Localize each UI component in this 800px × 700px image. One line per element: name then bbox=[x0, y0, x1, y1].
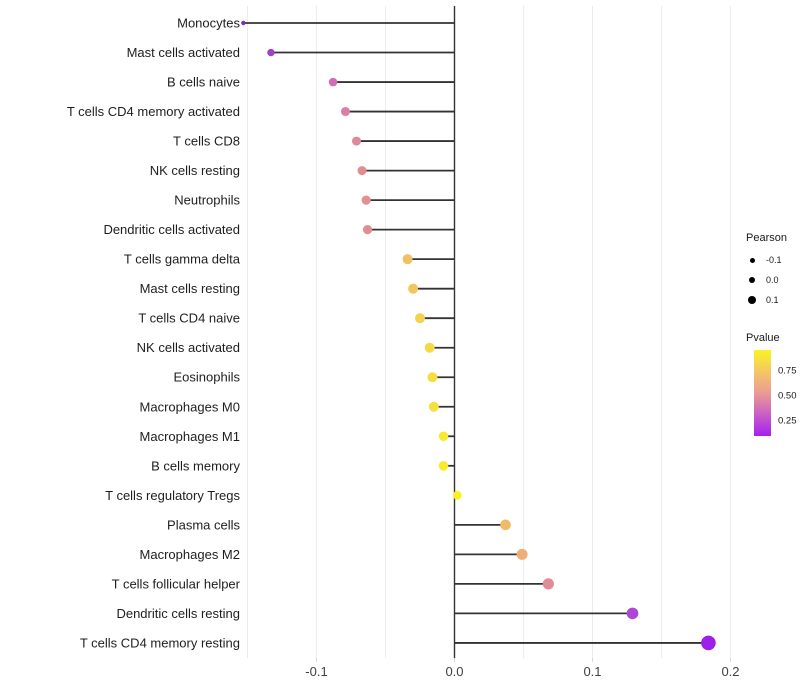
lollipop-dot bbox=[352, 136, 362, 146]
y-axis-label: Dendritic cells resting bbox=[116, 606, 240, 621]
lollipop-dot bbox=[408, 283, 419, 294]
pearson-legend-dot-icon bbox=[748, 276, 756, 284]
x-axis-tick-label: 0.1 bbox=[583, 664, 601, 679]
pearson-legend-dot-icon bbox=[748, 296, 756, 304]
pearson-legend-dot-icon bbox=[749, 257, 755, 263]
lollipop-dot bbox=[415, 313, 425, 324]
lollipop-dot bbox=[402, 254, 413, 265]
lollipop-dot bbox=[428, 401, 439, 412]
y-axis-label: T cells follicular helper bbox=[112, 576, 241, 591]
x-axis-tick-label: 0.0 bbox=[445, 664, 463, 679]
pearson-legend-item-label: 0.1 bbox=[766, 295, 779, 305]
pearson-legend-dot-wrap bbox=[744, 276, 760, 284]
y-axis-label: Monocytes bbox=[177, 16, 240, 31]
lollipop-dot bbox=[241, 20, 246, 26]
pearson-legend-item-label: 0.0 bbox=[766, 275, 779, 285]
y-axis-label: Dendritic cells activated bbox=[103, 222, 240, 237]
lollipop-dot bbox=[438, 431, 449, 442]
y-axis-label: B cells memory bbox=[151, 458, 240, 473]
pearson-legend-dot-wrap bbox=[744, 296, 760, 304]
y-axis-label: Eosinophils bbox=[174, 370, 241, 385]
y-axis-label: NK cells resting bbox=[150, 163, 240, 178]
lollipop-dot bbox=[340, 107, 350, 117]
y-axis-label: T cells gamma delta bbox=[124, 252, 241, 267]
lollipop-dot bbox=[361, 195, 371, 205]
y-axis-label: Mast cells activated bbox=[127, 45, 240, 60]
y-axis-label: Macrophages M2 bbox=[140, 547, 240, 562]
y-axis-label: T cells regulatory Tregs bbox=[105, 488, 240, 503]
lollipop-dot bbox=[516, 548, 528, 560]
y-axis-label: B cells naive bbox=[167, 75, 240, 90]
pvalue-legend-tick-label: 0.75 bbox=[778, 365, 797, 377]
legend: Pearson -0.1 0.0 0.1 Pvalue 0.75 0.50 0.25 bbox=[744, 232, 800, 438]
lollipop-dot bbox=[500, 519, 511, 531]
pearson-legend-item: -0.1 bbox=[744, 250, 800, 270]
lollipop-dot bbox=[542, 578, 554, 590]
pearson-legend-title: Pearson bbox=[746, 232, 787, 244]
y-axis-label: T cells CD4 memory activated bbox=[67, 104, 240, 119]
lollipop-dot bbox=[362, 225, 373, 235]
y-axis-label: Neutrophils bbox=[174, 193, 240, 208]
y-axis-label: Plasma cells bbox=[167, 517, 240, 532]
lollipop-dot bbox=[424, 342, 435, 353]
y-axis-label: T cells CD4 naive bbox=[138, 311, 240, 326]
y-axis-label: T cells CD8 bbox=[173, 134, 240, 149]
lollipop-dot bbox=[267, 48, 275, 57]
lollipop-dot bbox=[438, 461, 449, 471]
y-axis-label: NK cells activated bbox=[137, 340, 240, 355]
y-axis-label: T cells CD4 memory resting bbox=[80, 635, 240, 650]
pvalue-legend-title: Pvalue bbox=[746, 332, 780, 344]
pvalue-legend-tick-label: 0.50 bbox=[778, 390, 797, 402]
pearson-size-legend: -0.1 0.0 0.1 bbox=[744, 250, 800, 310]
pearson-legend-item-label: -0.1 bbox=[766, 255, 782, 265]
pvalue-gradient-bar bbox=[754, 350, 771, 436]
lollipop-dot bbox=[452, 490, 462, 500]
lollipop-dot bbox=[427, 372, 438, 383]
lollipop-dot bbox=[701, 635, 716, 651]
pvalue-color-legend: 0.75 0.50 0.25 bbox=[746, 350, 800, 438]
lollipop-dot bbox=[626, 607, 639, 620]
y-axis-label: Macrophages M1 bbox=[140, 429, 240, 444]
pvalue-legend-tick-label: 0.25 bbox=[778, 415, 797, 427]
x-axis-tick-label: -0.1 bbox=[305, 664, 327, 679]
pearson-legend-dot-wrap bbox=[744, 257, 760, 263]
lollipop-dot bbox=[357, 166, 367, 176]
pearson-legend-item: 0.1 bbox=[744, 290, 800, 310]
y-axis-label: Mast cells resting bbox=[140, 281, 240, 296]
y-axis-label: Macrophages M0 bbox=[140, 399, 240, 414]
x-axis-tick-label: 0.2 bbox=[721, 664, 739, 679]
lollipop-dot bbox=[328, 77, 338, 87]
pearson-legend-item: 0.0 bbox=[744, 270, 800, 290]
